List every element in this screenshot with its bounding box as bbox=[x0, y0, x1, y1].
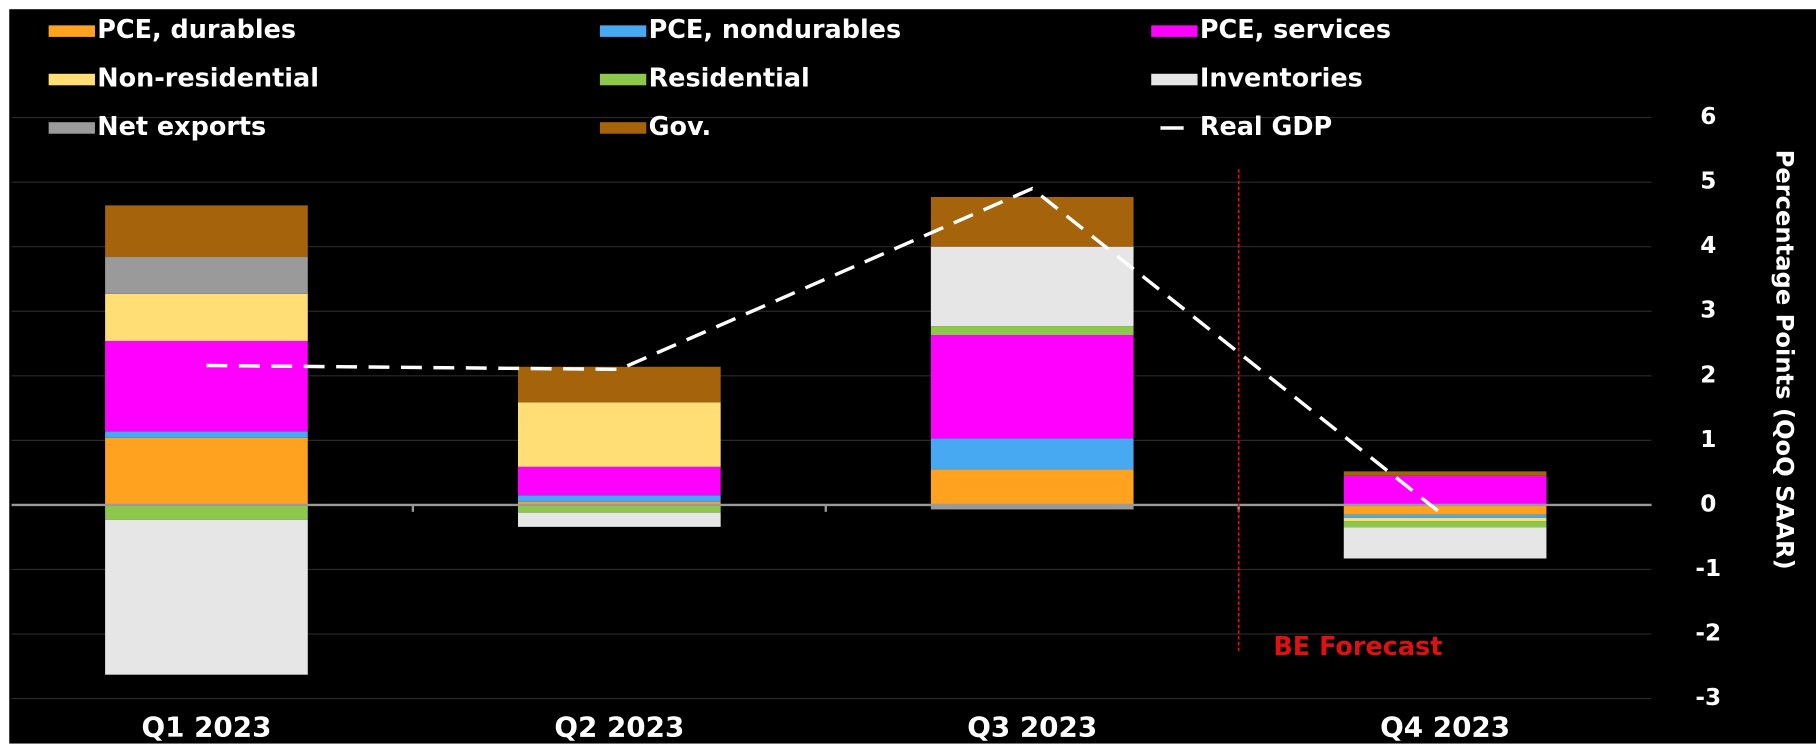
bar-segment bbox=[517, 466, 721, 496]
bar-segment bbox=[517, 402, 721, 467]
y-tick-label: -2 bbox=[1695, 621, 1721, 647]
legend-marker bbox=[1151, 73, 1198, 86]
legend-marker bbox=[599, 25, 647, 37]
bar-segment bbox=[517, 512, 721, 527]
bar-segment bbox=[105, 504, 308, 520]
legend-marker bbox=[599, 122, 647, 134]
legend-label: PCE, durables bbox=[97, 14, 296, 44]
legend-marker bbox=[48, 25, 95, 37]
bar-segment bbox=[1343, 527, 1547, 559]
legend-label: Net exports bbox=[97, 111, 266, 141]
bar-segment bbox=[105, 437, 308, 505]
legend-marker bbox=[1151, 25, 1198, 37]
x-tick-label: Q1 2023 bbox=[141, 711, 271, 744]
bar-segment bbox=[105, 519, 308, 675]
bar-segment bbox=[105, 340, 308, 432]
y-tick-label: 5 bbox=[1700, 169, 1716, 195]
bar-segment bbox=[1343, 514, 1547, 518]
legend-label: PCE, nondurables bbox=[649, 14, 902, 44]
legend-marker bbox=[48, 73, 95, 86]
x-tick-label: Q2 2023 bbox=[554, 711, 684, 744]
y-tick-label: 1 bbox=[1700, 427, 1716, 453]
legend-marker bbox=[599, 73, 647, 86]
line-series bbox=[206, 186, 1447, 518]
y-tick-label: 6 bbox=[1700, 104, 1716, 130]
legend-label: Residential bbox=[649, 63, 810, 93]
y-tick-label: 4 bbox=[1700, 233, 1716, 259]
bar-segment bbox=[105, 431, 308, 438]
bar-segment bbox=[517, 366, 721, 403]
bar-segment bbox=[105, 293, 308, 341]
legend-label: Inventories bbox=[1200, 63, 1363, 93]
y-axis-title: Percentage Points (QoQ SAAR) bbox=[1771, 150, 1800, 570]
x-tick-label: Q3 2023 bbox=[967, 711, 1097, 744]
y-tick-label: -3 bbox=[1695, 685, 1721, 711]
bar-segment bbox=[517, 495, 721, 502]
legend-label: PCE, services bbox=[1200, 14, 1391, 44]
y-tick-label: -1 bbox=[1695, 556, 1721, 582]
y-tick-label: 0 bbox=[1700, 491, 1716, 517]
bar-segment bbox=[930, 335, 1134, 439]
legend-label: Gov. bbox=[649, 111, 712, 141]
bar-segment bbox=[517, 501, 721, 505]
x-tick-label: Q4 2023 bbox=[1380, 711, 1510, 744]
bar-segment bbox=[1343, 521, 1547, 528]
bar-segment bbox=[105, 257, 308, 294]
bar-segment bbox=[930, 469, 1134, 505]
bar-segment bbox=[1343, 475, 1547, 505]
bar-segment bbox=[930, 196, 1134, 247]
y-tick-label: 3 bbox=[1700, 298, 1716, 324]
legend-label: Non-residential bbox=[97, 63, 319, 93]
legend-marker bbox=[48, 122, 95, 134]
bar-segment bbox=[105, 205, 308, 258]
bar-segment bbox=[517, 504, 721, 513]
bar-segment bbox=[1343, 504, 1547, 515]
bar-segment bbox=[930, 246, 1134, 327]
bar-segment bbox=[1343, 471, 1547, 476]
bar-segment bbox=[930, 438, 1134, 470]
bar-segment bbox=[930, 326, 1134, 336]
legend-label: Real GDP bbox=[1200, 111, 1332, 141]
annotation: BE Forecast bbox=[1273, 631, 1442, 661]
y-tick-label: 2 bbox=[1700, 362, 1716, 388]
bar-segment bbox=[1343, 517, 1547, 522]
bar-segment bbox=[930, 504, 1134, 510]
